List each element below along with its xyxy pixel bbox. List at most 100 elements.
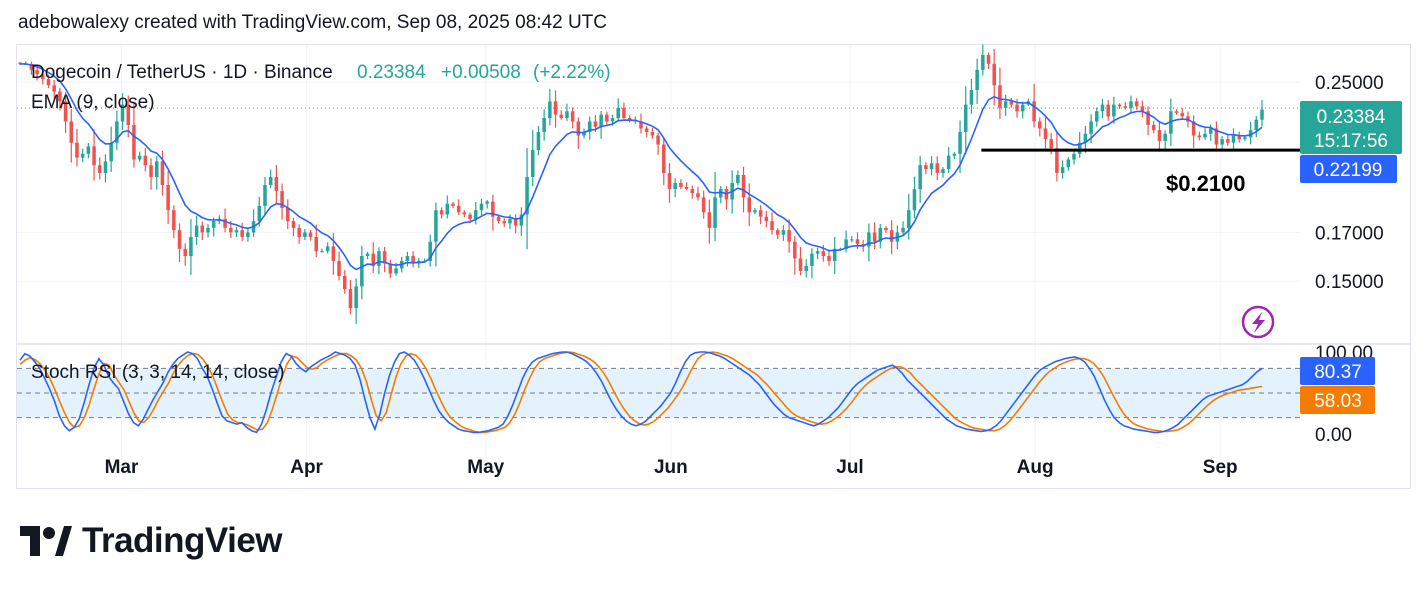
candle [793, 235, 797, 275]
candle [377, 247, 381, 275]
rsi-tick-label: 0.00 [1315, 425, 1352, 446]
candle [605, 111, 609, 125]
candle [63, 92, 68, 133]
candle [753, 207, 757, 215]
candle [308, 229, 313, 241]
candle [627, 115, 632, 123]
candle [1003, 94, 1008, 116]
candle [1009, 98, 1014, 108]
svg-text:0.23384: 0.23384 [1317, 107, 1386, 128]
candle [565, 103, 569, 122]
candle [388, 259, 393, 279]
candle [701, 190, 706, 219]
candle [263, 177, 267, 216]
candle [371, 242, 375, 273]
candle [291, 217, 296, 237]
chart-frame[interactable] [16, 44, 1411, 489]
candle [35, 65, 39, 81]
candle [1151, 120, 1156, 134]
candle [46, 74, 51, 89]
candle [815, 247, 820, 260]
x-tick-label: Aug [1017, 457, 1054, 478]
candle [268, 169, 273, 189]
candle [348, 279, 353, 315]
candle [365, 251, 370, 260]
candle [912, 176, 917, 219]
candle [582, 128, 586, 139]
candle [1060, 160, 1065, 179]
candle [474, 201, 478, 225]
candle [986, 52, 991, 70]
candle [878, 224, 883, 249]
candle [1066, 157, 1071, 171]
candle [223, 208, 227, 233]
candle [137, 151, 142, 162]
candle [798, 246, 803, 276]
y-tick-label: 0.25000 [1315, 73, 1384, 94]
candle [303, 228, 307, 241]
x-tick-label: Jun [654, 457, 688, 478]
candle [1248, 121, 1253, 145]
candle [354, 278, 358, 324]
legend-ema: EMA (9, close) [31, 92, 155, 113]
chart-caption: adebowalexy created with TradingView.com… [18, 12, 607, 33]
candle [462, 210, 467, 218]
candle [639, 113, 643, 134]
candle [502, 218, 507, 227]
candle [656, 132, 660, 155]
candle [1095, 107, 1099, 127]
candle [1106, 100, 1110, 121]
candle [177, 223, 182, 263]
candle [787, 219, 791, 253]
ema-line [20, 63, 1263, 271]
candle [86, 143, 91, 159]
candle [456, 199, 461, 216]
candle [445, 195, 450, 219]
candle [650, 127, 655, 139]
candle [513, 214, 518, 234]
x-tick-label: Apr [290, 457, 323, 478]
candle [918, 155, 922, 203]
x-tick-label: Sep [1203, 457, 1238, 478]
candle [525, 147, 529, 250]
candle [747, 183, 752, 227]
candle [667, 163, 672, 203]
tradingview-logo-icon [20, 526, 72, 556]
candle [559, 110, 564, 120]
svg-text:0.23384: 0.23384 [357, 62, 426, 83]
candle [553, 90, 558, 128]
stoch-k-badge: 80.37 [1300, 357, 1375, 385]
candle [679, 179, 683, 190]
candle [764, 210, 769, 228]
candle [342, 270, 347, 294]
candle [736, 170, 740, 186]
candle [548, 88, 552, 126]
stoch-d-badge: 58.03 [1300, 386, 1375, 414]
candle [52, 79, 56, 100]
candle [622, 102, 626, 122]
candle [200, 221, 205, 241]
candle [673, 178, 677, 198]
flash-icon[interactable] [1241, 305, 1275, 339]
candle [935, 156, 940, 180]
candle [234, 226, 239, 238]
candle [274, 165, 279, 205]
tradingview-logo: TradingView [20, 521, 283, 561]
candle [901, 221, 905, 235]
candle [206, 223, 210, 238]
candle [884, 226, 888, 233]
candle [724, 186, 729, 210]
candle [1083, 125, 1088, 153]
legend-last: 0.23384 [357, 62, 426, 83]
candle [690, 185, 695, 199]
candle [1214, 121, 1219, 150]
candle [1197, 131, 1202, 141]
candle [889, 220, 894, 255]
candle [1020, 101, 1025, 119]
candle [644, 126, 649, 138]
candle [1043, 117, 1048, 149]
candle [850, 236, 854, 243]
time-axis[interactable]: Mar Apr May Jun Jul Aug Sep [105, 457, 1238, 478]
